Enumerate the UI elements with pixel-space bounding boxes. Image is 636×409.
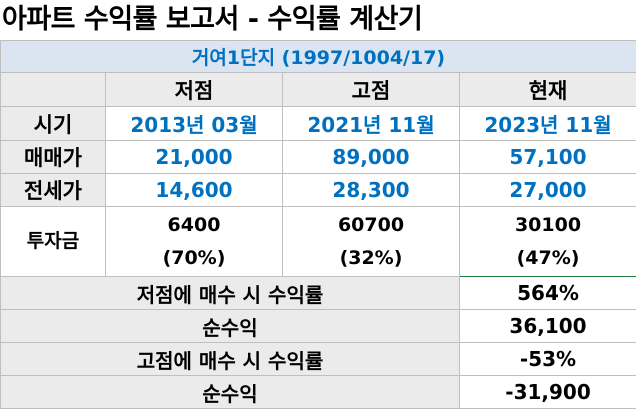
investment-high-cell[interactable]: 60700 (32%)	[283, 207, 460, 277]
summary-label-low-yield[interactable]: 저점에 매수 시 수익률	[1, 277, 460, 310]
summary-value-low-yield[interactable]: 564%	[460, 277, 636, 310]
period-current-cell[interactable]: 2023년 11월	[460, 107, 636, 141]
row-label-period[interactable]: 시기	[1, 107, 106, 141]
header-corner-cell[interactable]	[1, 73, 106, 107]
investment-low-amount: 6400	[106, 209, 282, 242]
column-header-current[interactable]: 현재	[460, 73, 636, 107]
summary-value-low-net-profit[interactable]: 36,100	[460, 310, 636, 343]
period-high-cell[interactable]: 2021년 11월	[283, 107, 460, 141]
sale-price-high-cell[interactable]: 89,000	[283, 141, 460, 174]
column-header-high[interactable]: 고점	[283, 73, 460, 107]
investment-high-ratio: (32%)	[283, 242, 459, 275]
report-title: 아파트 수익률 보고서 - 수익률 계산기	[2, 0, 634, 40]
jeonse-price-low-cell[interactable]: 14,600	[106, 174, 283, 207]
summary-label-high-yield[interactable]: 고점에 매수 시 수익률	[1, 343, 460, 376]
summary-label-low-net-profit[interactable]: 순수익	[1, 310, 460, 343]
row-label-sale-price[interactable]: 매매가	[1, 141, 106, 174]
investment-current-ratio: (47%)	[460, 242, 636, 275]
investment-low-cell[interactable]: 6400 (70%)	[106, 207, 283, 277]
summary-label-high-net-profit[interactable]: 순수익	[1, 376, 460, 409]
jeonse-price-current-cell[interactable]: 27,000	[460, 174, 636, 207]
investment-low-ratio: (70%)	[106, 242, 282, 275]
column-header-low[interactable]: 저점	[106, 73, 283, 107]
period-low-cell[interactable]: 2013년 03월	[106, 107, 283, 141]
row-label-investment[interactable]: 투자금	[1, 207, 106, 277]
sale-price-low-cell[interactable]: 21,000	[106, 141, 283, 174]
investment-current-cell[interactable]: 30100 (47%)	[460, 207, 636, 277]
summary-value-high-net-profit[interactable]: -31,900	[460, 376, 636, 409]
jeonse-price-high-cell[interactable]: 28,300	[283, 174, 460, 207]
investment-high-amount: 60700	[283, 209, 459, 242]
yield-table: 거여1단지 (1997/1004/17) 저점 고점 현재 시기 2013년 0…	[0, 40, 636, 409]
investment-current-amount: 30100	[460, 209, 636, 242]
row-label-jeonse-price[interactable]: 전세가	[1, 174, 106, 207]
summary-value-high-yield[interactable]: -53%	[460, 343, 636, 376]
apartment-name[interactable]: 거여1단지 (1997/1004/17)	[1, 41, 636, 73]
sale-price-current-cell[interactable]: 57,100	[460, 141, 636, 174]
